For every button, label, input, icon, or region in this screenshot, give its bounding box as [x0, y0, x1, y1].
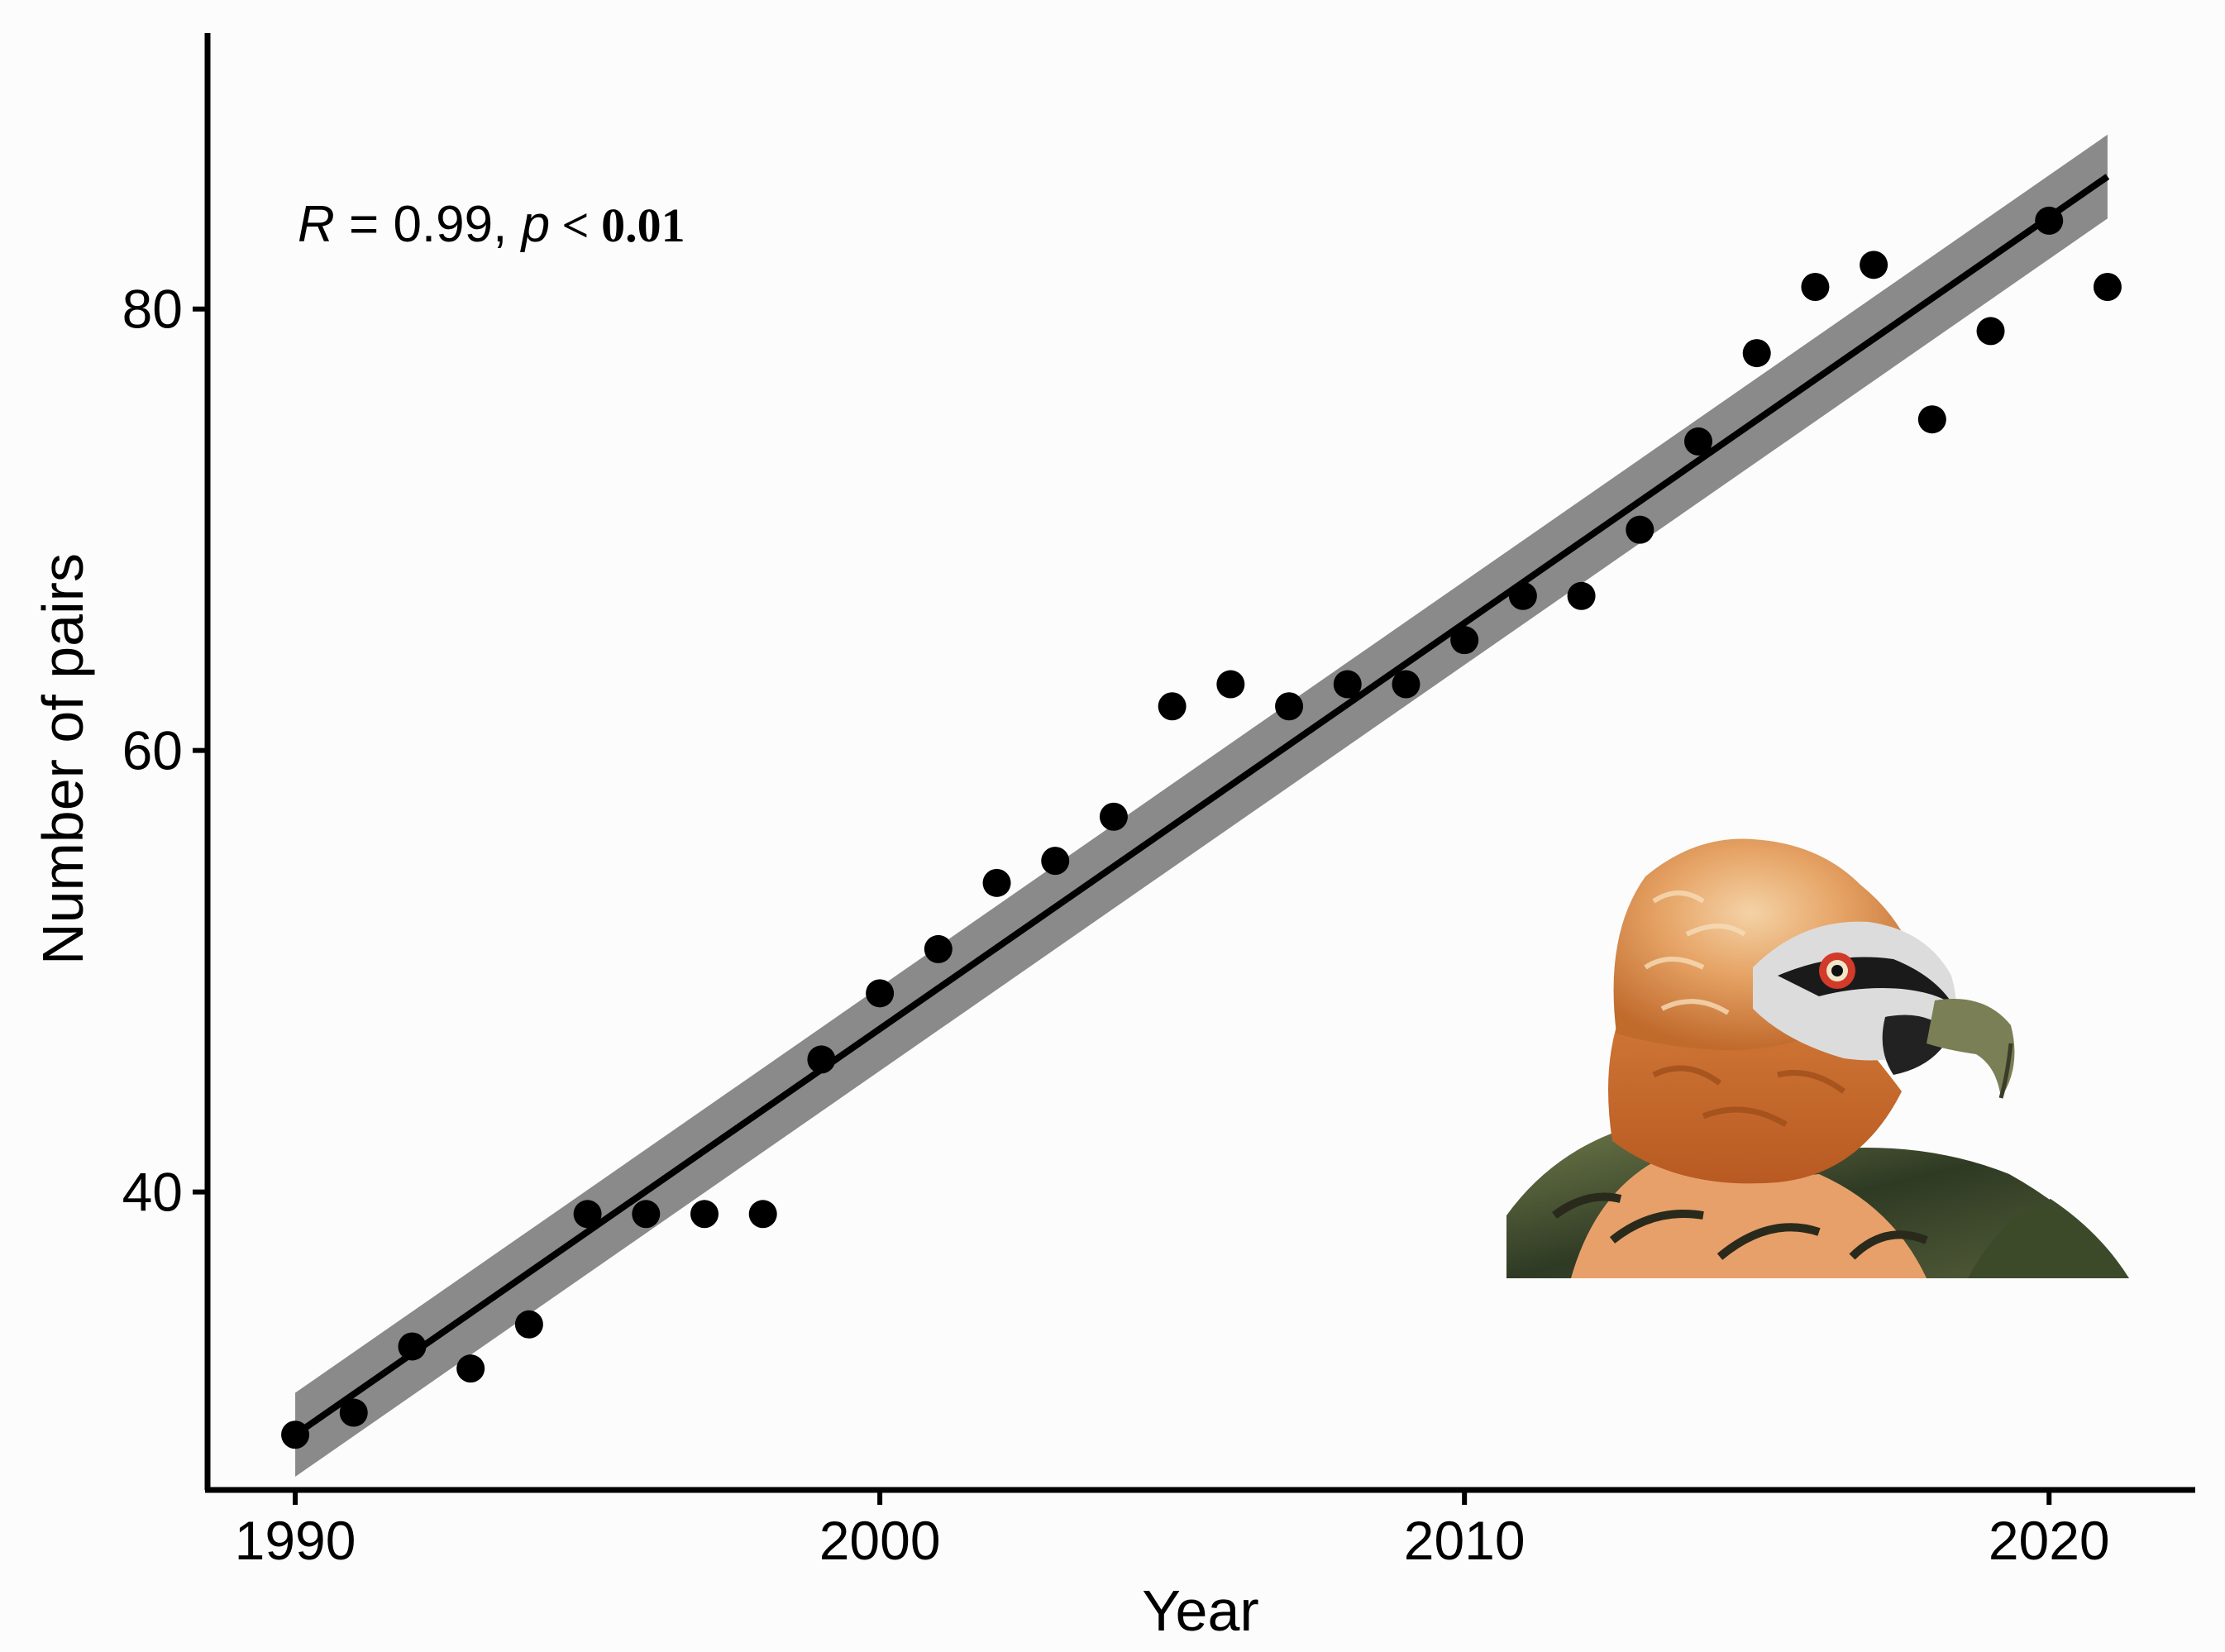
x-axis-ticks: 1990 2000 2010 2020 [235, 1490, 2110, 1571]
data-point [2035, 206, 2064, 235]
data-point [1099, 802, 1128, 831]
data-point [1860, 251, 1888, 279]
data-point [1917, 405, 1946, 434]
data-point [281, 1420, 310, 1449]
x-tick-label: 2000 [819, 1510, 941, 1571]
x-tick-label: 2020 [1989, 1510, 2110, 1571]
y-axis-title: Number of pairs [31, 553, 95, 965]
y-tick-label: 80 [122, 279, 183, 340]
x-tick-label: 2010 [1404, 1510, 1526, 1571]
data-point [1684, 427, 1712, 456]
data-point [339, 1398, 368, 1427]
y-tick-label: 40 [122, 1162, 183, 1223]
regression-line-layer [293, 174, 2110, 1438]
data-point [866, 979, 895, 1008]
data-points-layer [281, 206, 2122, 1449]
data-point [1626, 515, 1654, 544]
y-axis-ticks: 40 60 80 [122, 279, 208, 1223]
p-symbol: p [520, 196, 550, 253]
data-point [1216, 670, 1245, 699]
data-point [1333, 670, 1362, 699]
data-point [398, 1332, 427, 1361]
data-point [690, 1200, 719, 1229]
data-point [456, 1354, 485, 1383]
data-point [573, 1200, 602, 1229]
x-tick-label: 1990 [235, 1510, 356, 1571]
data-point [1158, 692, 1187, 721]
regression-line [293, 174, 2110, 1438]
data-point [1976, 317, 2005, 346]
data-point [807, 1045, 836, 1074]
data-point [1275, 692, 1304, 721]
data-point [514, 1310, 543, 1339]
data-point [1801, 273, 1830, 302]
data-point [632, 1200, 661, 1229]
x-axis-title: Year [1142, 1578, 1258, 1643]
data-point [1041, 847, 1070, 876]
data-point [1508, 581, 1537, 610]
data-point [1450, 626, 1479, 655]
data-point [982, 868, 1011, 897]
data-point [2093, 273, 2122, 302]
bearded-vulture-icon [1506, 838, 2129, 1278]
p-value: < 0.01 [550, 198, 685, 252]
data-point [1567, 581, 1596, 610]
correlation-annotation: R = 0.99, p < 0.01 [298, 196, 685, 253]
r-symbol: R [298, 196, 335, 253]
data-point [748, 1200, 777, 1229]
data-point [1392, 670, 1420, 699]
data-point [1742, 339, 1771, 368]
r-value: = 0.99, [335, 196, 522, 253]
data-point [924, 934, 953, 963]
y-tick-label: 60 [122, 720, 183, 781]
